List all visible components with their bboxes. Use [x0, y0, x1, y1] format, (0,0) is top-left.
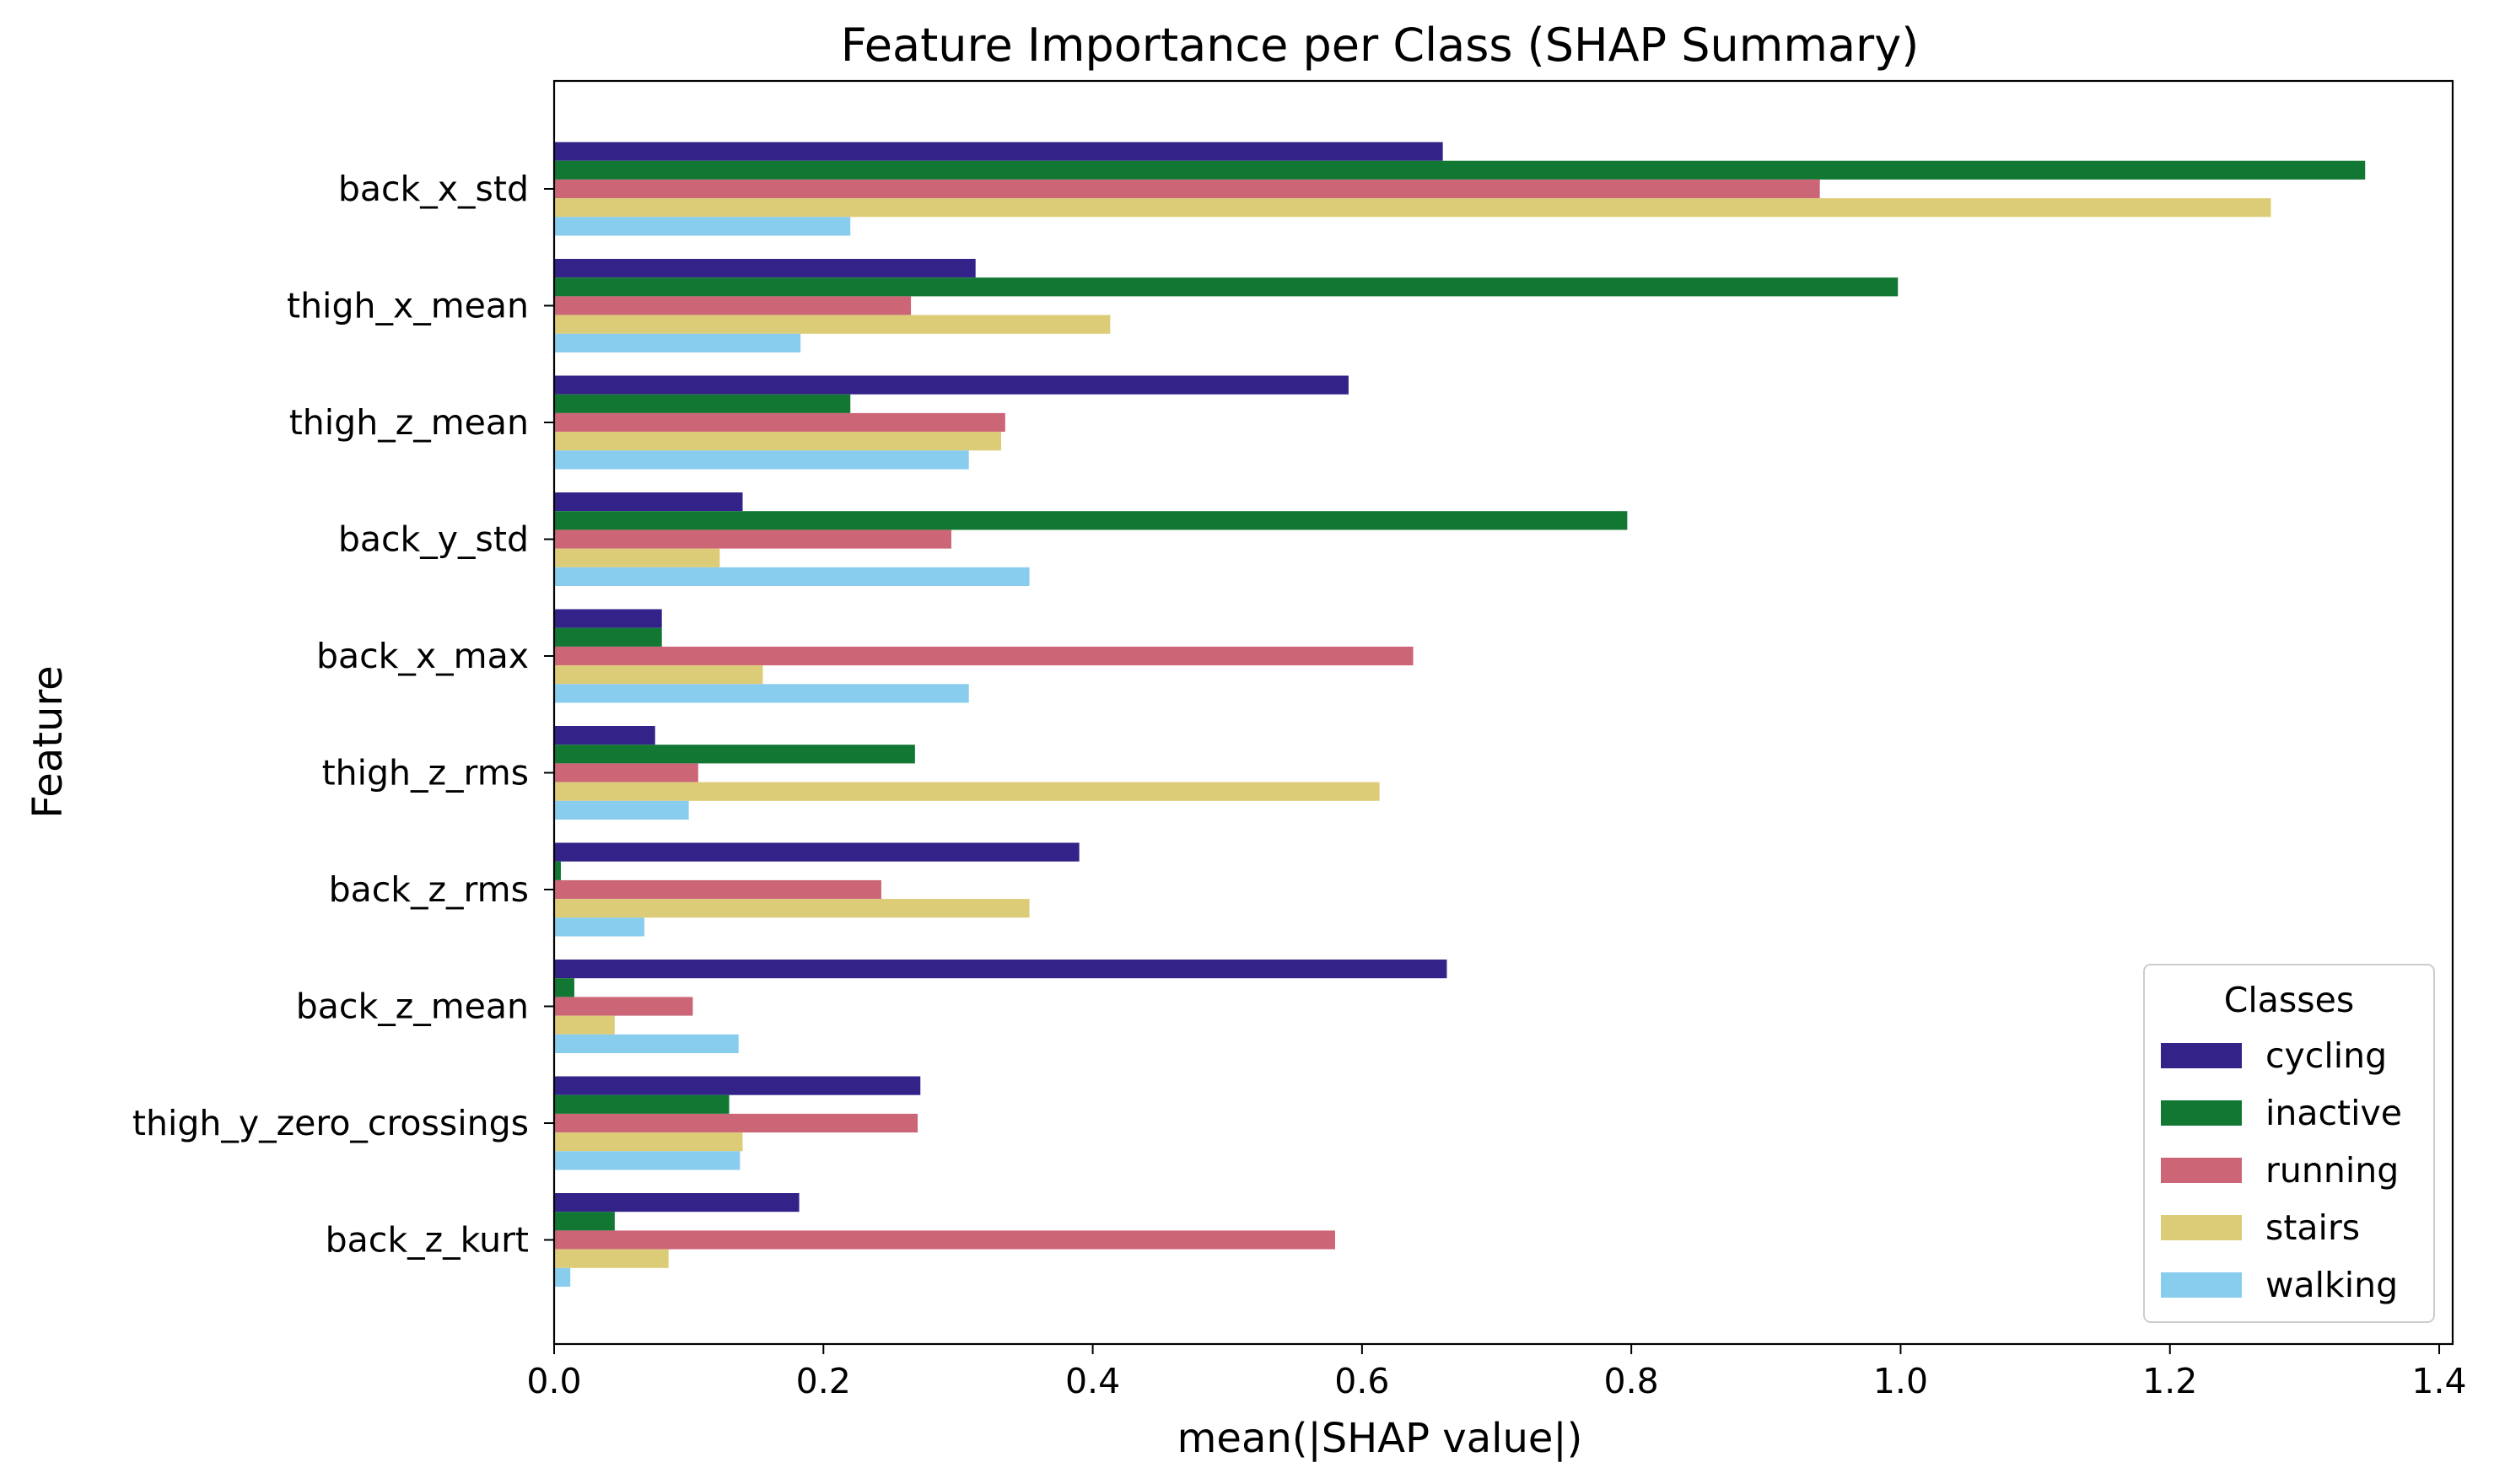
bar-running-back_y_std: [554, 530, 951, 549]
bar-walking-back_y_std: [554, 567, 1030, 586]
legend-label-cycling: cycling: [2265, 1035, 2387, 1076]
bar-inactive-back_z_kurt: [554, 1212, 615, 1231]
legend-swatch-walking: [2161, 1272, 2242, 1298]
bar-walking-thigh_x_mean: [554, 333, 801, 352]
bar-stairs-thigh_z_rms: [554, 782, 1380, 801]
y-tick-label: back_z_rms: [329, 869, 529, 910]
bar-running-back_x_std: [554, 179, 1820, 199]
x-tick-label: 0.4: [1065, 1361, 1120, 1401]
x-tick-label: 1.0: [1873, 1361, 1928, 1401]
bar-cycling-thigh_z_rms: [554, 726, 655, 745]
legend-swatch-running: [2161, 1158, 2242, 1183]
bar-cycling-back_z_rms: [554, 842, 1080, 862]
bar-stairs-thigh_z_mean: [554, 432, 1002, 451]
bar-cycling-back_z_mean: [554, 960, 1447, 979]
y-tick-label: back_x_max: [316, 636, 529, 676]
bar-stairs-back_x_std: [554, 198, 2271, 218]
y-tick-label: thigh_z_mean: [289, 402, 529, 443]
bar-walking-back_z_rms: [554, 917, 644, 937]
bar-stairs-back_x_max: [554, 665, 763, 685]
legend-swatch-stairs: [2161, 1215, 2242, 1240]
y-tick-label: back_z_mean: [296, 987, 529, 1027]
x-tick-label: 1.2: [2142, 1361, 2197, 1401]
plot-frame: [552, 79, 2454, 1346]
y-tick-label: back_y_std: [338, 519, 529, 560]
bar-walking-thigh_z_rms: [554, 800, 689, 820]
bar-cycling-back_x_max: [554, 609, 662, 628]
bar-cycling-thigh_x_mean: [554, 259, 976, 278]
bar-walking-thigh_y_zero_crossings: [554, 1151, 741, 1170]
bar-stairs-thigh_y_zero_crossings: [554, 1132, 743, 1152]
bar-inactive-thigh_y_zero_crossings: [554, 1094, 730, 1114]
bar-walking-back_z_mean: [554, 1034, 739, 1053]
bar-walking-back_x_max: [554, 684, 969, 703]
bar-stairs-back_z_rms: [554, 899, 1030, 918]
x-tick-label: 0.0: [526, 1361, 581, 1401]
bar-cycling-thigh_z_mean: [554, 375, 1349, 395]
y-tick-label: back_z_kurt: [326, 1220, 529, 1261]
bar-running-back_x_max: [554, 646, 1414, 666]
y-tick-label: thigh_y_zero_crossings: [132, 1103, 529, 1143]
legend-label-running: running: [2265, 1150, 2399, 1191]
bar-running-back_z_rms: [554, 879, 881, 900]
legend-swatch-inactive: [2161, 1100, 2242, 1126]
bar-inactive-back_x_std: [554, 160, 2366, 180]
bar-inactive-thigh_z_rms: [554, 745, 915, 764]
bar-running-thigh_y_zero_crossings: [554, 1113, 918, 1133]
x-tick-label: 1.4: [2411, 1361, 2466, 1401]
chart-title: Feature Importance per Class (SHAP Summa…: [841, 19, 1920, 72]
bar-stairs-back_z_mean: [554, 1015, 615, 1035]
legend-swatch-cycling: [2161, 1043, 2242, 1068]
x-tick-label: 0.2: [796, 1361, 851, 1401]
bar-running-back_z_kurt: [554, 1230, 1335, 1250]
y-tick-label: thigh_x_mean: [287, 286, 529, 326]
bar-inactive-thigh_x_mean: [554, 277, 1899, 297]
y-tick-label: thigh_z_rms: [322, 753, 529, 793]
legend-title: Classes: [2224, 980, 2354, 1020]
bar-running-thigh_z_rms: [554, 763, 698, 782]
bar-walking-thigh_z_mean: [554, 450, 969, 470]
bar-cycling-back_y_std: [554, 492, 743, 512]
y-axis-label: Feature: [24, 665, 72, 818]
x-tick-label: 0.6: [1334, 1361, 1389, 1401]
x-axis-label: mean(|SHAP value|): [1177, 1415, 1583, 1462]
legend-label-stairs: stairs: [2265, 1207, 2360, 1248]
y-tick-label: back_x_std: [338, 169, 529, 209]
legend-label-inactive: inactive: [2265, 1093, 2402, 1133]
bar-inactive-back_z_mean: [554, 978, 574, 997]
bar-running-thigh_z_mean: [554, 412, 1005, 433]
bar-cycling-thigh_y_zero_crossings: [554, 1076, 921, 1095]
bar-cycling-back_z_kurt: [554, 1193, 800, 1212]
bar-running-back_z_mean: [554, 997, 693, 1016]
bar-inactive-back_z_rms: [554, 861, 561, 880]
bar-stairs-back_z_kurt: [554, 1249, 669, 1268]
bar-running-thigh_x_mean: [554, 296, 912, 315]
legend: Classes cycling inactive running stairs walki…: [2143, 964, 2435, 1323]
bar-stairs-back_y_std: [554, 548, 720, 567]
bar-inactive-back_y_std: [554, 511, 1628, 530]
bar-stairs-thigh_x_mean: [554, 315, 1111, 334]
bar-inactive-thigh_z_mean: [554, 394, 851, 413]
bar-inactive-back_x_max: [554, 627, 662, 647]
legend-label-walking: walking: [2265, 1265, 2398, 1305]
x-tick-label: 0.8: [1604, 1361, 1659, 1401]
bar-walking-back_z_kurt: [554, 1267, 571, 1287]
bar-walking-back_x_std: [554, 217, 851, 236]
bar-cycling-back_x_std: [554, 142, 1443, 161]
plot-area: 0.0 0.2 0.4 0.6 0.8 1.0 1.2 1.4 back_x_std thigh_…: [132, 79, 2467, 1401]
